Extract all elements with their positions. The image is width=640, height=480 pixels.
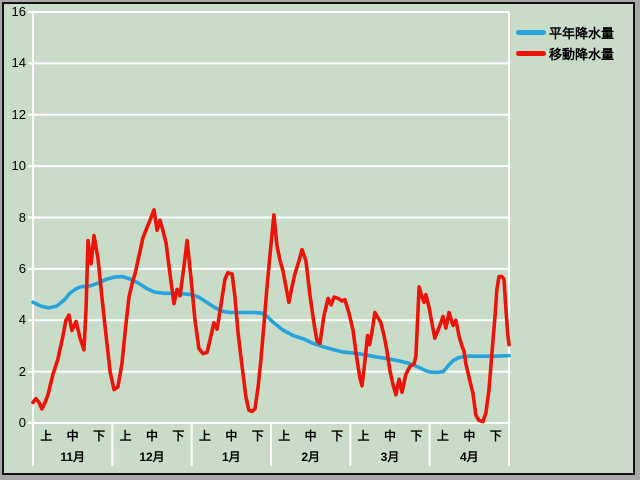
x-axis-month-label: 11月 (60, 450, 85, 464)
x-axis-period-label: 中 (66, 429, 79, 443)
x-axis-period-label: 下 (172, 429, 185, 443)
moving-precip-line (31, 208, 511, 424)
plot-area (28, 11, 511, 466)
legend-label-moving: 移動降水量 (549, 47, 615, 62)
x-axis-month-label: 1月 (221, 450, 241, 464)
x-axis-period-label: 上 (436, 429, 449, 443)
x-axis-period-label: 中 (225, 429, 238, 443)
x-axis-period-label: 中 (383, 429, 396, 443)
normal-precip-line-swatch (516, 30, 546, 35)
x-axis-period-label: 下 (251, 429, 264, 443)
legend-item-normal: 平年降水量 (516, 22, 614, 43)
y-axis-tick-label: 10 (11, 158, 26, 174)
legend-item-moving: 移動降水量 (516, 43, 614, 64)
y-axis-tick-label: 12 (11, 106, 26, 122)
x-axis-period-label: 中 (145, 429, 158, 443)
x-axis-period-label: 上 (119, 429, 132, 443)
x-axis-period-label: 下 (331, 429, 344, 443)
y-axis-tick-label: 8 (18, 209, 26, 225)
legend: 平年降水量 移動降水量 (516, 22, 614, 64)
precipitation-chart: 平年降水量 移動降水量 16 14 12 10 8 6 4 2 0 上中下上中下上中下上中下上中下… (2, 2, 635, 475)
x-axis-period-label: 下 (93, 429, 106, 443)
x-axis-period-label: 上 (40, 429, 53, 443)
y-axis-tick-label: 4 (18, 312, 26, 328)
legend-label-normal: 平年降水量 (549, 26, 615, 41)
x-axis-month-label: 3月 (380, 450, 400, 464)
x-axis-period-label: 中 (304, 429, 317, 443)
y-axis-tick-label: 16 (11, 4, 26, 19)
y-axis-tick-label: 14 (11, 55, 26, 71)
y-axis-tick-label: 6 (18, 260, 26, 276)
moving-precip-line-swatch (516, 51, 546, 56)
x-axis-month-label: 2月 (301, 450, 320, 464)
x-axis-period-label: 上 (198, 429, 211, 443)
y-axis-tick-label: 2 (18, 363, 26, 379)
x-axis-period-label: 上 (357, 429, 370, 443)
x-axis-month-label: 12月 (139, 450, 165, 464)
x-axis-period-label: 中 (463, 429, 476, 443)
y-axis-tick-label: 0 (18, 415, 26, 430)
x-axis-period-label: 下 (489, 429, 502, 443)
x-axis-month-label: 4月 (459, 450, 479, 464)
x-axis-period-label: 下 (410, 429, 423, 443)
x-axis-period-label: 上 (278, 429, 291, 443)
